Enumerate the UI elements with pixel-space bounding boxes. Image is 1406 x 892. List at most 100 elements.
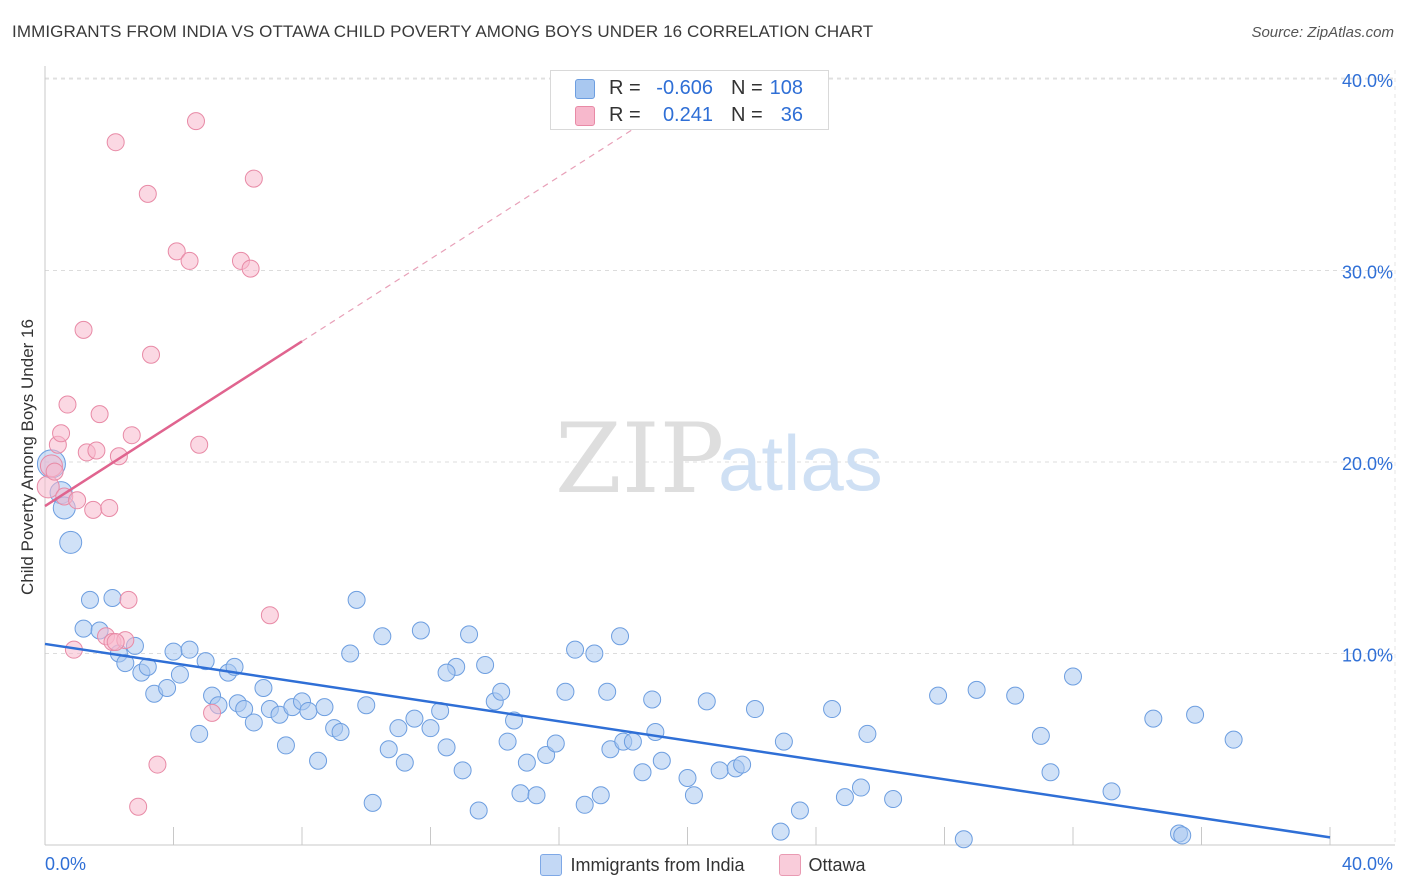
india-point	[158, 678, 177, 697]
india-point	[379, 740, 398, 759]
india-point	[164, 642, 183, 661]
source-label: Source: ZipAtlas.com	[1251, 24, 1394, 41]
india-point	[59, 530, 83, 554]
india-point	[103, 588, 122, 607]
y-tick-label: 40.0%	[1342, 71, 1393, 91]
legend-label-ottawa: Ottawa	[808, 854, 866, 875]
stats-legend-box: R = -0.606 N = 108 R = 0.241 N = 36	[550, 70, 829, 130]
india-point	[276, 736, 295, 755]
ottawa-point	[119, 590, 138, 609]
india-point	[566, 640, 585, 659]
india-point	[771, 822, 790, 841]
ottawa-point	[142, 345, 161, 364]
ottawa-point	[180, 251, 199, 270]
y-tick-label: 30.0%	[1342, 263, 1393, 283]
india-point	[309, 751, 328, 770]
india-point	[460, 625, 479, 644]
chart-title: IMMIGRANTS FROM INDIA VS OTTAWA CHILD PO…	[12, 22, 874, 41]
india-point	[1144, 709, 1163, 728]
stats-r-label: R =	[609, 104, 641, 126]
ottawa-point	[244, 169, 263, 188]
ottawa-point	[260, 606, 279, 625]
india-point	[929, 686, 948, 705]
ottawa-point	[148, 755, 167, 774]
india-point	[585, 644, 604, 663]
legend-item-ottawa[interactable]: Ottawa	[778, 854, 866, 876]
ottawa-point	[106, 633, 125, 652]
india-point	[453, 761, 472, 780]
x-tick-label: 40.0%	[1342, 854, 1393, 874]
india-point	[389, 719, 408, 738]
india-point	[411, 621, 430, 640]
india-point	[170, 665, 189, 684]
india-point	[527, 786, 546, 805]
india-point	[347, 590, 366, 609]
india-point	[652, 751, 671, 770]
india-point	[591, 786, 610, 805]
india-point	[235, 700, 254, 719]
india-point	[684, 786, 703, 805]
india-point	[476, 655, 495, 674]
india-point	[1006, 686, 1025, 705]
india-point	[823, 700, 842, 719]
legend-swatch-india	[540, 854, 563, 876]
india-point	[575, 795, 594, 814]
y-tick-label: 20.0%	[1342, 454, 1393, 474]
ottawa-point	[203, 703, 222, 722]
india-point	[546, 734, 565, 753]
stats-row-india: R = -0.606 N = 108	[551, 75, 828, 101]
india-point	[517, 753, 536, 772]
india-point	[469, 801, 488, 820]
india-point	[851, 778, 870, 797]
india-point	[1064, 667, 1082, 686]
india-point	[678, 768, 697, 787]
india-point	[790, 801, 809, 820]
india-point	[498, 732, 517, 751]
ottawa-trendline-extension	[301, 93, 688, 342]
stats-swatch-india	[575, 79, 595, 99]
india-point	[395, 753, 414, 772]
legend-item-india[interactable]: Immigrants from India	[540, 854, 745, 876]
ottawa-point	[68, 491, 87, 510]
ottawa-trendline	[44, 340, 303, 508]
watermark-atlas: atlas	[718, 419, 883, 507]
ottawa-point	[186, 112, 205, 131]
india-point	[1173, 826, 1192, 845]
ottawa-point	[106, 133, 125, 152]
india-point	[1041, 763, 1060, 782]
india-point	[315, 698, 334, 717]
india-point	[116, 654, 135, 673]
stats-swatch-ottawa	[575, 106, 595, 126]
stats-r-value: 0.241	[662, 104, 713, 126]
india-point	[884, 790, 903, 809]
india-trendline	[44, 642, 1331, 839]
india-point	[697, 692, 716, 711]
stats-r-label: R =	[609, 77, 641, 99]
stats-n-label: N =	[731, 104, 763, 126]
india-point	[405, 709, 424, 728]
ottawa-point	[190, 435, 209, 454]
india-point	[492, 682, 511, 701]
ottawa-point	[241, 259, 260, 278]
india-point	[633, 763, 652, 782]
india-point	[598, 682, 617, 701]
stats-row-ottawa: R = 0.241 N = 36	[551, 102, 828, 128]
india-point	[858, 724, 877, 743]
watermark-zip: ZIP	[555, 403, 724, 515]
ottawa-point	[45, 462, 64, 481]
india-point	[437, 663, 456, 682]
india-point	[357, 696, 376, 715]
india-point	[511, 784, 530, 803]
ottawa-point	[122, 426, 141, 445]
india-point	[421, 719, 440, 738]
legend-swatch-ottawa	[778, 854, 801, 876]
india-point	[373, 627, 392, 646]
india-point	[835, 788, 854, 807]
india-point	[244, 713, 263, 732]
ottawa-point	[129, 797, 148, 816]
india-point	[611, 627, 630, 646]
india-point	[710, 761, 729, 780]
india-point	[643, 690, 662, 709]
india-point	[967, 680, 986, 699]
ottawa-point	[58, 395, 77, 414]
